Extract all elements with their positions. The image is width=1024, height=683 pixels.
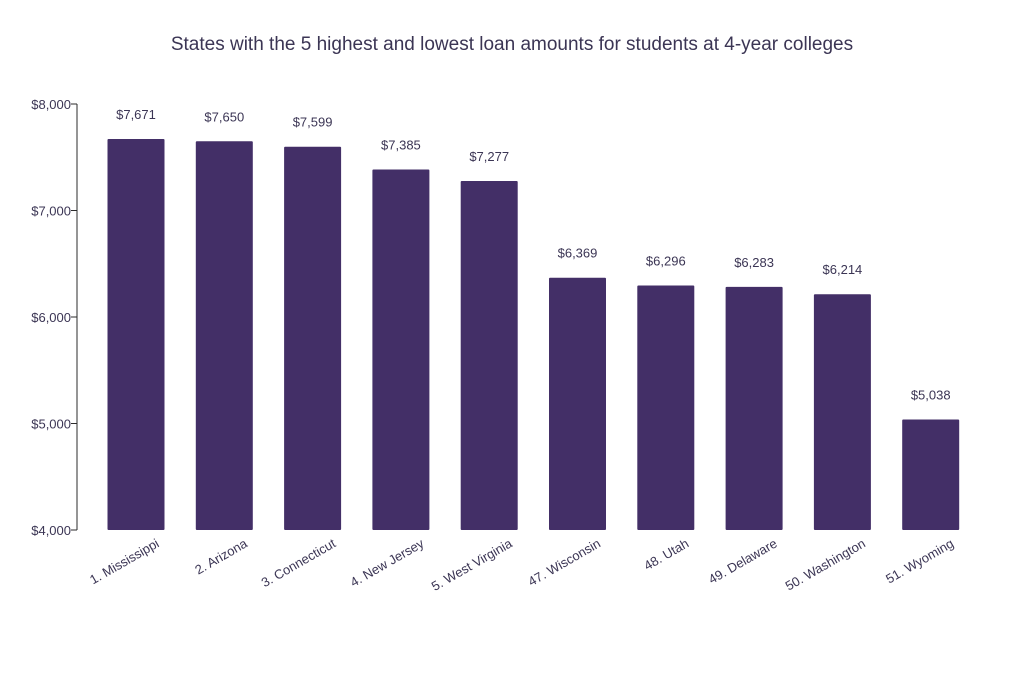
bar [725,286,783,530]
data-label: $6,296 [646,253,686,268]
data-label: $6,214 [823,262,863,277]
chart-title: States with the 5 highest and lowest loa… [170,34,854,55]
x-tick-label: 3. Connecticut [259,535,339,590]
x-tick-label: 50. Washington [783,536,868,594]
bar [107,139,165,530]
data-label: $7,277 [469,149,509,164]
y-tick-label: $8,000 [31,97,71,112]
bar [460,180,518,530]
data-label: $6,283 [734,255,774,270]
bars-group [107,139,960,531]
bar [284,146,342,531]
y-axis: $4,000 $5,000 $6,000 $7,000 $8,000 [31,97,78,538]
x-tick-label: 1. Mississippi [87,536,162,588]
bar [372,169,430,530]
x-tick-label: 5. West Virginia [429,535,516,594]
bar [813,294,871,530]
y-tick-label: $6,000 [31,310,71,325]
y-tick-label: $5,000 [31,417,71,432]
x-tick-label: 4. New Jersey [348,535,427,589]
data-label: $7,599 [293,115,333,130]
bar [637,285,695,530]
data-label: $7,385 [381,137,421,152]
x-tick-label: 48. Utah [641,536,691,574]
bar [902,419,960,530]
category-labels-group: 1. Mississippi 2. Arizona 3. Connecticut 4.… [87,535,956,594]
bar [195,141,253,530]
y-tick-label: $7,000 [31,204,71,219]
value-labels-group: $7,671 $7,650 $7,599 $7,385 $7,277 $6,369 $6,2… [116,107,950,402]
data-label: $5,038 [911,387,951,402]
x-tick-label: 49. Delaware [706,536,780,587]
x-tick-label: 2. Arizona [192,535,250,577]
x-tick-label: 47. Wisconsin [525,536,603,589]
y-tick-label: $4,000 [31,523,71,538]
data-label: $6,369 [558,246,598,261]
bar [549,277,606,530]
data-label: $7,650 [204,109,244,124]
data-label: $7,671 [116,107,156,122]
x-tick-label: 51. Wyoming [883,536,956,587]
